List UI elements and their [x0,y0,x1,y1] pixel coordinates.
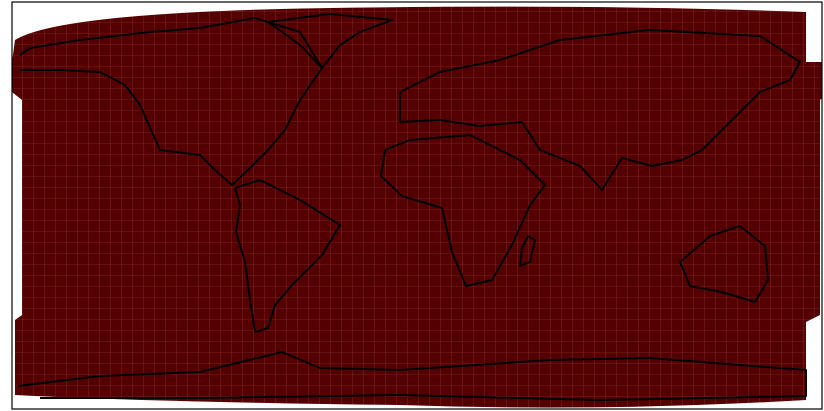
south-america [234,179,341,333]
eurasia [399,29,801,191]
grid-overlay [12,6,822,408]
australia [679,225,769,303]
madagascar [519,235,536,267]
africa [380,134,546,287]
north-america [19,17,323,186]
map-frame [11,1,823,410]
greenland [267,13,393,69]
map-body [12,6,822,408]
antarctica [17,351,807,401]
